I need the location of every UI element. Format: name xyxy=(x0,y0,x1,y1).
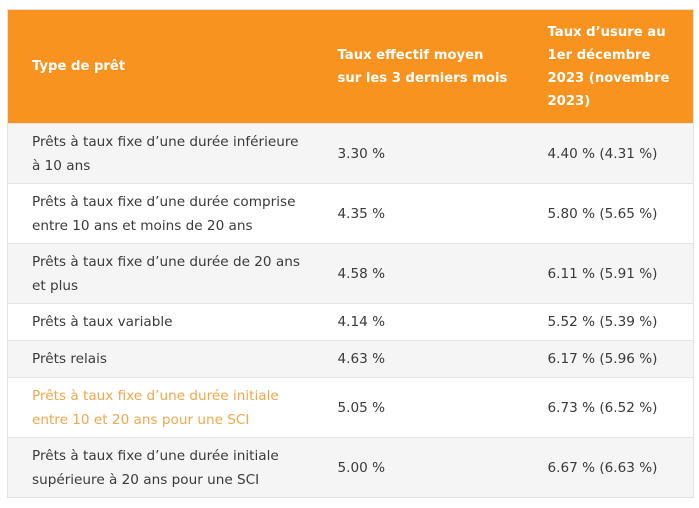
table-header: Type de prêt Taux effectif moyen sur les… xyxy=(7,9,694,124)
usury-rate-cell: 6.73 % (6.52 %) xyxy=(521,377,694,438)
average-rate-cell: 3.30 % xyxy=(312,123,522,184)
usury-rate-cell: 6.17 % (5.96 %) xyxy=(521,340,694,378)
usury-rate-cell: 6.11 % (5.91 %) xyxy=(521,243,694,304)
table-row: Prêts à taux fixe d’une durée initiale s… xyxy=(7,437,694,498)
header-loan-type: Type de prêt xyxy=(32,59,126,74)
loan-type-cell: Prêts à taux variable xyxy=(7,303,313,341)
header-average-rate: Taux effectif moyen sur les 3 derniers m… xyxy=(337,47,508,86)
loan-type-cell: Prêts à taux fixe d’une durée comprise e… xyxy=(7,183,313,244)
usury-rate-cell: 5.80 % (5.65 %) xyxy=(521,183,694,244)
table-row: Prêts relais 4.63 % 6.17 % (5.96 %) xyxy=(7,340,694,378)
header-row: Type de prêt Taux effectif moyen sur les… xyxy=(7,9,694,124)
loan-type-cell: Prêts relais xyxy=(7,340,313,378)
rates-table: Type de prêt Taux effectif moyen sur les… xyxy=(7,9,694,498)
loan-type-cell-highlighted: Prêts à taux fixe d’une durée initiale e… xyxy=(7,377,313,438)
table-body: Prêts à taux fixe d’une durée inférieure… xyxy=(7,123,694,498)
table-row: Prêts à taux fixe d’une durée de 20 ans … xyxy=(7,243,694,304)
rates-table-container: Type de prêt Taux effectif moyen sur les… xyxy=(7,9,694,498)
average-rate-cell: 4.58 % xyxy=(312,243,522,304)
table-row: Prêts à taux fixe d’une durée initiale e… xyxy=(7,377,694,438)
table-row: Prêts à taux variable 4.14 % 5.52 % (5.3… xyxy=(7,303,694,341)
average-rate-cell: 4.35 % xyxy=(312,183,522,244)
loan-type-cell: Prêts à taux fixe d’une durée initiale s… xyxy=(7,437,313,498)
table-row: Prêts à taux fixe d’une durée inférieure… xyxy=(7,123,694,184)
average-rate-cell: 4.63 % xyxy=(312,340,522,378)
average-rate-cell: 4.14 % xyxy=(312,303,522,341)
header-usury-rate: Taux d’usure au 1er décembre 2023 (novem… xyxy=(547,24,670,109)
usury-rate-cell: 6.67 % (6.63 %) xyxy=(521,437,694,498)
loan-type-cell: Prêts à taux fixe d’une durée de 20 ans … xyxy=(7,243,313,304)
table-row: Prêts à taux fixe d’une durée comprise e… xyxy=(7,183,694,244)
average-rate-cell: 5.00 % xyxy=(312,437,522,498)
loan-type-cell: Prêts à taux fixe d’une durée inférieure… xyxy=(7,123,313,184)
usury-rate-cell: 4.40 % (4.31 %) xyxy=(521,123,694,184)
usury-rate-cell: 5.52 % (5.39 %) xyxy=(521,303,694,341)
average-rate-cell: 5.05 % xyxy=(312,377,522,438)
